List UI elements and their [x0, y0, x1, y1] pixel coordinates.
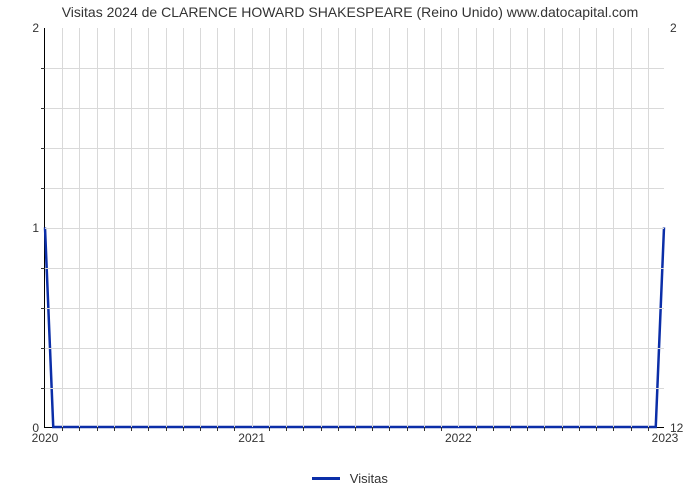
- x-tick-minor: [648, 427, 649, 431]
- x-tick-minor: [217, 427, 218, 431]
- x-tick-minor: [407, 427, 408, 431]
- legend-label: Visitas: [350, 471, 388, 486]
- x-tick-minor: [321, 427, 322, 431]
- x-tick-minor: [183, 427, 184, 431]
- gridline-horizontal-minor: [45, 148, 664, 149]
- x-tick-minor: [355, 427, 356, 431]
- gridline-horizontal-minor: [45, 388, 664, 389]
- x-tick-minor: [527, 427, 528, 431]
- x-tick-minor: [79, 427, 80, 431]
- x-tick-minor: [372, 427, 373, 431]
- x-tick-label: 2022: [445, 431, 472, 445]
- x-tick-minor: [114, 427, 115, 431]
- x-tick-minor: [62, 427, 63, 431]
- x-tick-minor: [441, 427, 442, 431]
- x-tick-minor: [234, 427, 235, 431]
- y-tick-minor: [41, 268, 45, 269]
- y-tick-minor: [41, 188, 45, 189]
- x-tick-minor: [493, 427, 494, 431]
- y-tick-minor: [41, 348, 45, 349]
- legend-swatch: [312, 477, 340, 480]
- legend: Visitas: [0, 470, 700, 486]
- x-tick-minor: [303, 427, 304, 431]
- gridline-horizontal-minor: [45, 188, 664, 189]
- x-tick-minor: [269, 427, 270, 431]
- y-tick-minor: [41, 148, 45, 149]
- y-tick-minor: [41, 308, 45, 309]
- x-tick-minor: [631, 427, 632, 431]
- x-tick-minor: [338, 427, 339, 431]
- gridline-horizontal-minor: [45, 68, 664, 69]
- y-tick-minor: [41, 68, 45, 69]
- gridline-horizontal-minor: [45, 268, 664, 269]
- gridline-horizontal-minor: [45, 348, 664, 349]
- y-tick-label: 1: [32, 221, 39, 235]
- x-tick-minor: [476, 427, 477, 431]
- y-tick-minor: [41, 108, 45, 109]
- x-tick-minor: [562, 427, 563, 431]
- x-tick-minor: [510, 427, 511, 431]
- y2-tick-label: 2: [670, 21, 677, 35]
- x-tick-label: 2021: [238, 431, 265, 445]
- x-tick-minor: [613, 427, 614, 431]
- x-tick-minor: [286, 427, 287, 431]
- x-tick-minor: [596, 427, 597, 431]
- gridline-horizontal-minor: [45, 108, 664, 109]
- x-tick-minor: [97, 427, 98, 431]
- y2-tick-label: 12: [670, 421, 683, 435]
- x-tick-minor: [131, 427, 132, 431]
- y-tick-minor: [41, 388, 45, 389]
- x-tick-minor: [148, 427, 149, 431]
- y-tick-label: 2: [32, 21, 39, 35]
- x-tick-minor: [424, 427, 425, 431]
- x-tick-minor: [389, 427, 390, 431]
- x-tick-minor: [579, 427, 580, 431]
- x-tick-minor: [544, 427, 545, 431]
- x-tick-minor: [200, 427, 201, 431]
- gridline-horizontal-minor: [45, 308, 664, 309]
- y-tick-label: 0: [32, 421, 39, 435]
- plot-area: 2020202120222023012122: [44, 28, 664, 428]
- chart-title: Visitas 2024 de CLARENCE HOWARD SHAKESPE…: [0, 4, 700, 20]
- x-tick-minor: [166, 427, 167, 431]
- gridline-horizontal: [45, 228, 664, 229]
